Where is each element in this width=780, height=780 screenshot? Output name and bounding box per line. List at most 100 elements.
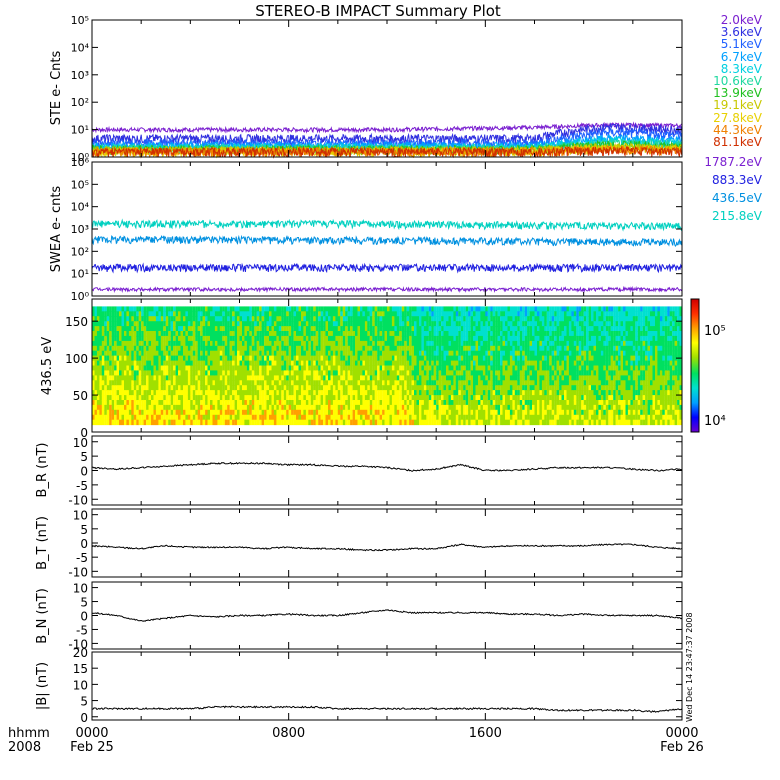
heatmap-cell xyxy=(234,419,238,426)
heatmap-cell xyxy=(443,306,447,312)
heatmap-cell xyxy=(328,331,331,337)
heatmap-cell xyxy=(256,395,260,401)
heatmap-cell xyxy=(160,311,164,317)
heatmap-cell xyxy=(237,375,240,381)
heatmap-cell xyxy=(170,385,174,391)
heatmap-cell xyxy=(131,370,134,376)
heatmap-cell xyxy=(401,385,405,391)
heatmap-cell xyxy=(128,414,132,421)
heatmap-cell xyxy=(485,360,488,367)
heatmap-cell xyxy=(148,355,152,362)
heatmap-cell xyxy=(273,326,277,332)
heatmap-cell xyxy=(507,380,511,386)
heatmap-cell xyxy=(360,345,363,352)
heatmap-cell xyxy=(478,385,481,391)
heatmap-cell xyxy=(180,419,184,426)
heatmap-cell xyxy=(183,400,186,406)
heatmap-cell xyxy=(259,306,262,312)
series-line-5.1keV xyxy=(91,127,683,151)
heatmap-cell xyxy=(428,306,432,312)
heatmap-cell xyxy=(583,311,587,317)
heatmap-cell xyxy=(337,385,341,391)
heatmap-cell xyxy=(254,345,257,352)
heatmap-cell xyxy=(591,345,594,352)
heatmap-cell xyxy=(138,321,142,327)
heatmap-cell xyxy=(527,340,530,347)
heatmap-cell xyxy=(328,414,331,421)
heatmap-cell xyxy=(259,321,262,327)
heatmap-cell xyxy=(448,385,452,391)
heatmap-cell xyxy=(254,409,257,416)
heatmap-cell xyxy=(419,365,422,371)
heatmap-cell xyxy=(554,414,557,421)
heatmap-cell xyxy=(288,331,292,337)
heatmap-cell xyxy=(389,306,393,312)
heatmap-cell xyxy=(541,340,545,347)
heatmap-cell xyxy=(335,350,338,357)
heatmap-cell xyxy=(210,355,213,362)
heatmap-cell xyxy=(571,335,574,342)
heatmap-cell xyxy=(473,414,476,421)
heatmap-cell xyxy=(183,390,186,396)
heatmap-cell xyxy=(210,380,213,386)
heatmap-cell xyxy=(527,400,530,406)
heatmap-cell xyxy=(455,419,459,426)
heatmap-cell xyxy=(183,331,186,337)
heatmap-cell xyxy=(399,326,402,332)
heatmap-cell xyxy=(224,306,228,312)
heatmap-cell xyxy=(551,360,555,367)
heatmap-cell xyxy=(178,326,181,332)
heatmap-cell xyxy=(111,321,115,327)
heatmap-cell xyxy=(293,409,297,416)
heatmap-cell xyxy=(116,414,120,421)
heatmap-cell xyxy=(310,345,314,352)
heatmap-cell xyxy=(126,404,129,411)
heatmap-cell xyxy=(409,400,412,406)
heatmap-cell xyxy=(433,345,437,352)
heatmap-cell xyxy=(360,409,363,416)
heatmap-cell xyxy=(261,331,265,337)
heatmap-cell xyxy=(502,345,506,352)
heatmap-cell xyxy=(207,380,211,386)
heatmap-cell xyxy=(379,360,383,367)
heatmap-cell xyxy=(539,311,542,317)
heatmap-cell xyxy=(133,385,137,391)
heatmap-cell xyxy=(492,335,496,342)
heatmap-cell xyxy=(478,331,481,337)
heatmap-cell xyxy=(293,321,297,327)
heatmap-cell xyxy=(104,365,107,371)
heatmap-cell xyxy=(372,311,375,317)
heatmap-cell xyxy=(468,360,471,367)
heatmap-cell xyxy=(487,360,491,367)
heatmap-cell xyxy=(578,370,582,376)
heatmap-cell xyxy=(541,321,545,327)
heatmap-cell xyxy=(394,390,397,396)
heatmap-cell xyxy=(357,385,361,391)
heatmap-cell xyxy=(99,385,102,391)
heatmap-cell xyxy=(232,355,235,362)
heatmap-cell xyxy=(94,326,98,332)
series-line-436.5eV xyxy=(91,234,683,248)
heatmap-cell xyxy=(210,340,213,347)
heatmap-cell xyxy=(411,365,415,371)
heatmap-cell xyxy=(109,360,112,367)
heatmap-cell xyxy=(549,340,552,347)
heatmap-cell xyxy=(217,395,220,401)
heatmap-cell xyxy=(524,326,528,332)
heatmap-cell xyxy=(111,316,115,322)
heatmap-cell xyxy=(384,419,388,426)
heatmap-cell xyxy=(345,306,348,312)
heatmap-cell xyxy=(298,375,302,381)
heatmap-cell xyxy=(133,311,137,317)
heatmap-cell xyxy=(195,419,198,426)
heatmap-cell xyxy=(487,404,491,411)
heatmap-cell xyxy=(325,409,329,416)
heatmap-cell xyxy=(453,321,456,327)
heatmap-cell xyxy=(362,306,365,312)
heatmap-cell xyxy=(217,360,220,367)
heatmap-cell xyxy=(470,385,474,391)
heatmap-cell xyxy=(458,331,461,337)
heatmap-cell xyxy=(509,385,513,391)
heatmap-cell xyxy=(291,380,294,386)
heatmap-cell xyxy=(480,340,483,347)
